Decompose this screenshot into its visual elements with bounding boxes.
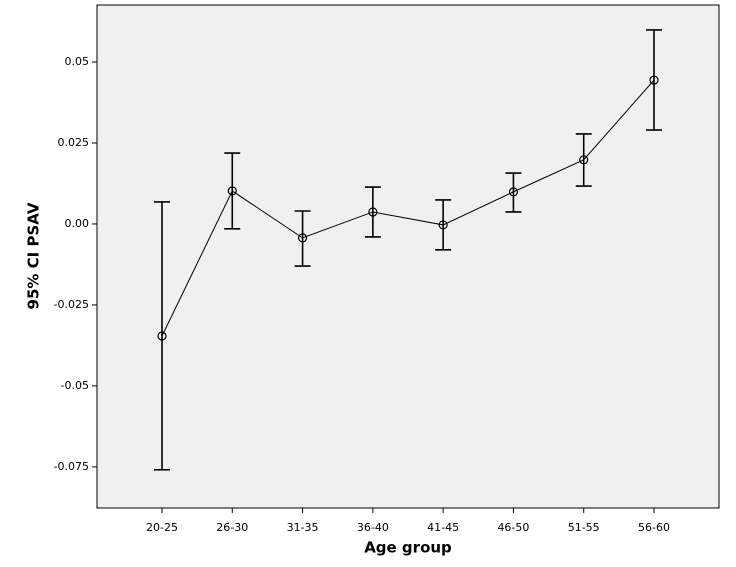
line (161, 79, 655, 337)
x-tick-label: 51-55 (568, 521, 600, 534)
error-bar (154, 201, 170, 471)
point (508, 187, 519, 197)
error-bar (435, 199, 452, 251)
point (157, 331, 167, 341)
error-bar (224, 152, 241, 230)
plot-area (96, 4, 720, 509)
point (368, 207, 378, 217)
x-tick-label: 56-60 (638, 521, 670, 534)
x-axis-title: Age group (364, 539, 452, 557)
error-bar (505, 172, 522, 213)
y-axis-title: 95% CI PSAV (25, 202, 43, 309)
y-tick-label: 0.025 (58, 136, 90, 149)
y-tick-label: 0.05 (65, 55, 90, 68)
y-tick-label: -0.075 (54, 460, 89, 473)
point (297, 233, 308, 243)
y-tick-label: -0.05 (61, 379, 89, 392)
x-tick-label: 20-25 (146, 521, 178, 534)
x-tick-label: 26-30 (216, 521, 248, 534)
y-tick-label: -0.025 (54, 298, 89, 311)
x-tick-label: 31-35 (287, 521, 319, 534)
error-bar (364, 186, 381, 238)
y-tick-label: 0.00 (65, 217, 90, 230)
point (227, 186, 237, 196)
point (649, 75, 659, 85)
point (438, 220, 448, 230)
x-tick-label: 46-50 (497, 521, 529, 534)
error-bar (575, 133, 592, 187)
error-bar (294, 210, 311, 267)
x-tick-label: 41-45 (427, 521, 459, 534)
error-bar (646, 29, 662, 131)
point (579, 155, 589, 165)
x-tick-label: 36-40 (357, 521, 389, 534)
